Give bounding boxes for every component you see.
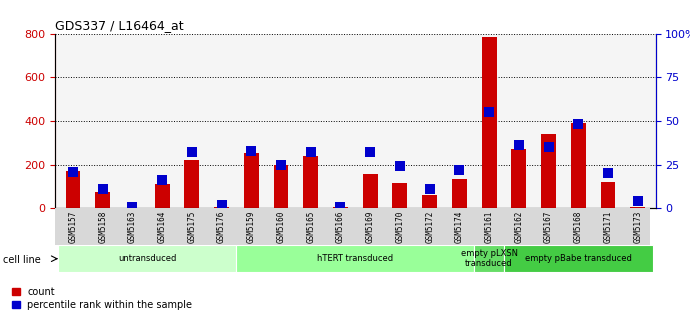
Text: GSM5159: GSM5159 bbox=[247, 210, 256, 243]
Text: cell line: cell line bbox=[3, 255, 41, 265]
Bar bbox=[393, 183, 407, 208]
Bar bbox=[244, 153, 259, 208]
Bar bbox=[452, 179, 467, 208]
Text: empty pLXSN
transduced: empty pLXSN transduced bbox=[461, 249, 518, 268]
Text: empty pBabe transduced: empty pBabe transduced bbox=[525, 254, 631, 263]
Legend: count, percentile rank within the sample: count, percentile rank within the sample bbox=[12, 287, 193, 310]
Text: GSM5172: GSM5172 bbox=[425, 210, 434, 243]
Text: GSM5163: GSM5163 bbox=[128, 210, 137, 243]
Point bbox=[68, 169, 79, 174]
Text: GSM5161: GSM5161 bbox=[484, 210, 493, 243]
Bar bbox=[422, 195, 437, 208]
Text: GSM5157: GSM5157 bbox=[68, 210, 77, 243]
Point bbox=[424, 186, 435, 192]
Point bbox=[305, 150, 316, 155]
Text: GSM5170: GSM5170 bbox=[395, 210, 404, 243]
Point bbox=[365, 150, 376, 155]
Bar bbox=[155, 184, 170, 208]
Bar bbox=[363, 174, 377, 208]
Point bbox=[157, 178, 168, 183]
Point bbox=[216, 202, 227, 208]
Bar bbox=[600, 182, 615, 208]
Point bbox=[186, 150, 197, 155]
Point bbox=[513, 143, 524, 148]
Text: GSM5171: GSM5171 bbox=[604, 210, 613, 243]
Bar bbox=[504, 245, 653, 272]
Point bbox=[632, 199, 643, 204]
Point bbox=[573, 122, 584, 127]
Point bbox=[246, 148, 257, 153]
Point bbox=[275, 162, 286, 167]
Point bbox=[602, 171, 613, 176]
Text: GSM5166: GSM5166 bbox=[336, 210, 345, 243]
Text: GSM5164: GSM5164 bbox=[158, 210, 167, 243]
Text: GSM5174: GSM5174 bbox=[455, 210, 464, 243]
Bar bbox=[571, 123, 586, 208]
Bar bbox=[333, 207, 348, 208]
Bar bbox=[184, 160, 199, 208]
Text: GDS337 / L16464_at: GDS337 / L16464_at bbox=[55, 19, 184, 33]
Text: GSM5176: GSM5176 bbox=[217, 210, 226, 243]
Text: GSM5168: GSM5168 bbox=[573, 210, 583, 243]
Bar bbox=[541, 134, 556, 208]
Text: untransduced: untransduced bbox=[118, 254, 177, 263]
Bar bbox=[630, 207, 645, 208]
Text: hTERT transduced: hTERT transduced bbox=[317, 254, 393, 263]
Text: GSM5158: GSM5158 bbox=[98, 210, 107, 243]
Bar bbox=[58, 245, 237, 272]
Bar bbox=[95, 192, 110, 208]
Point bbox=[484, 110, 495, 115]
Bar bbox=[482, 37, 497, 208]
Bar bbox=[237, 245, 474, 272]
Point bbox=[454, 167, 465, 173]
Bar bbox=[274, 165, 288, 208]
Text: GSM5173: GSM5173 bbox=[633, 210, 642, 243]
Bar bbox=[474, 245, 504, 272]
Point bbox=[543, 144, 554, 150]
Point bbox=[97, 186, 108, 192]
Bar bbox=[214, 207, 229, 208]
Bar bbox=[66, 171, 81, 208]
Point bbox=[395, 164, 406, 169]
Bar bbox=[304, 156, 318, 208]
Bar bbox=[511, 149, 526, 208]
Text: GSM5165: GSM5165 bbox=[306, 210, 315, 243]
Text: GSM5169: GSM5169 bbox=[366, 210, 375, 243]
Text: GSM5175: GSM5175 bbox=[188, 210, 197, 243]
Text: GSM5167: GSM5167 bbox=[544, 210, 553, 243]
Point bbox=[335, 204, 346, 209]
Point bbox=[127, 204, 138, 209]
Text: GSM5160: GSM5160 bbox=[277, 210, 286, 243]
Text: GSM5162: GSM5162 bbox=[514, 210, 523, 243]
